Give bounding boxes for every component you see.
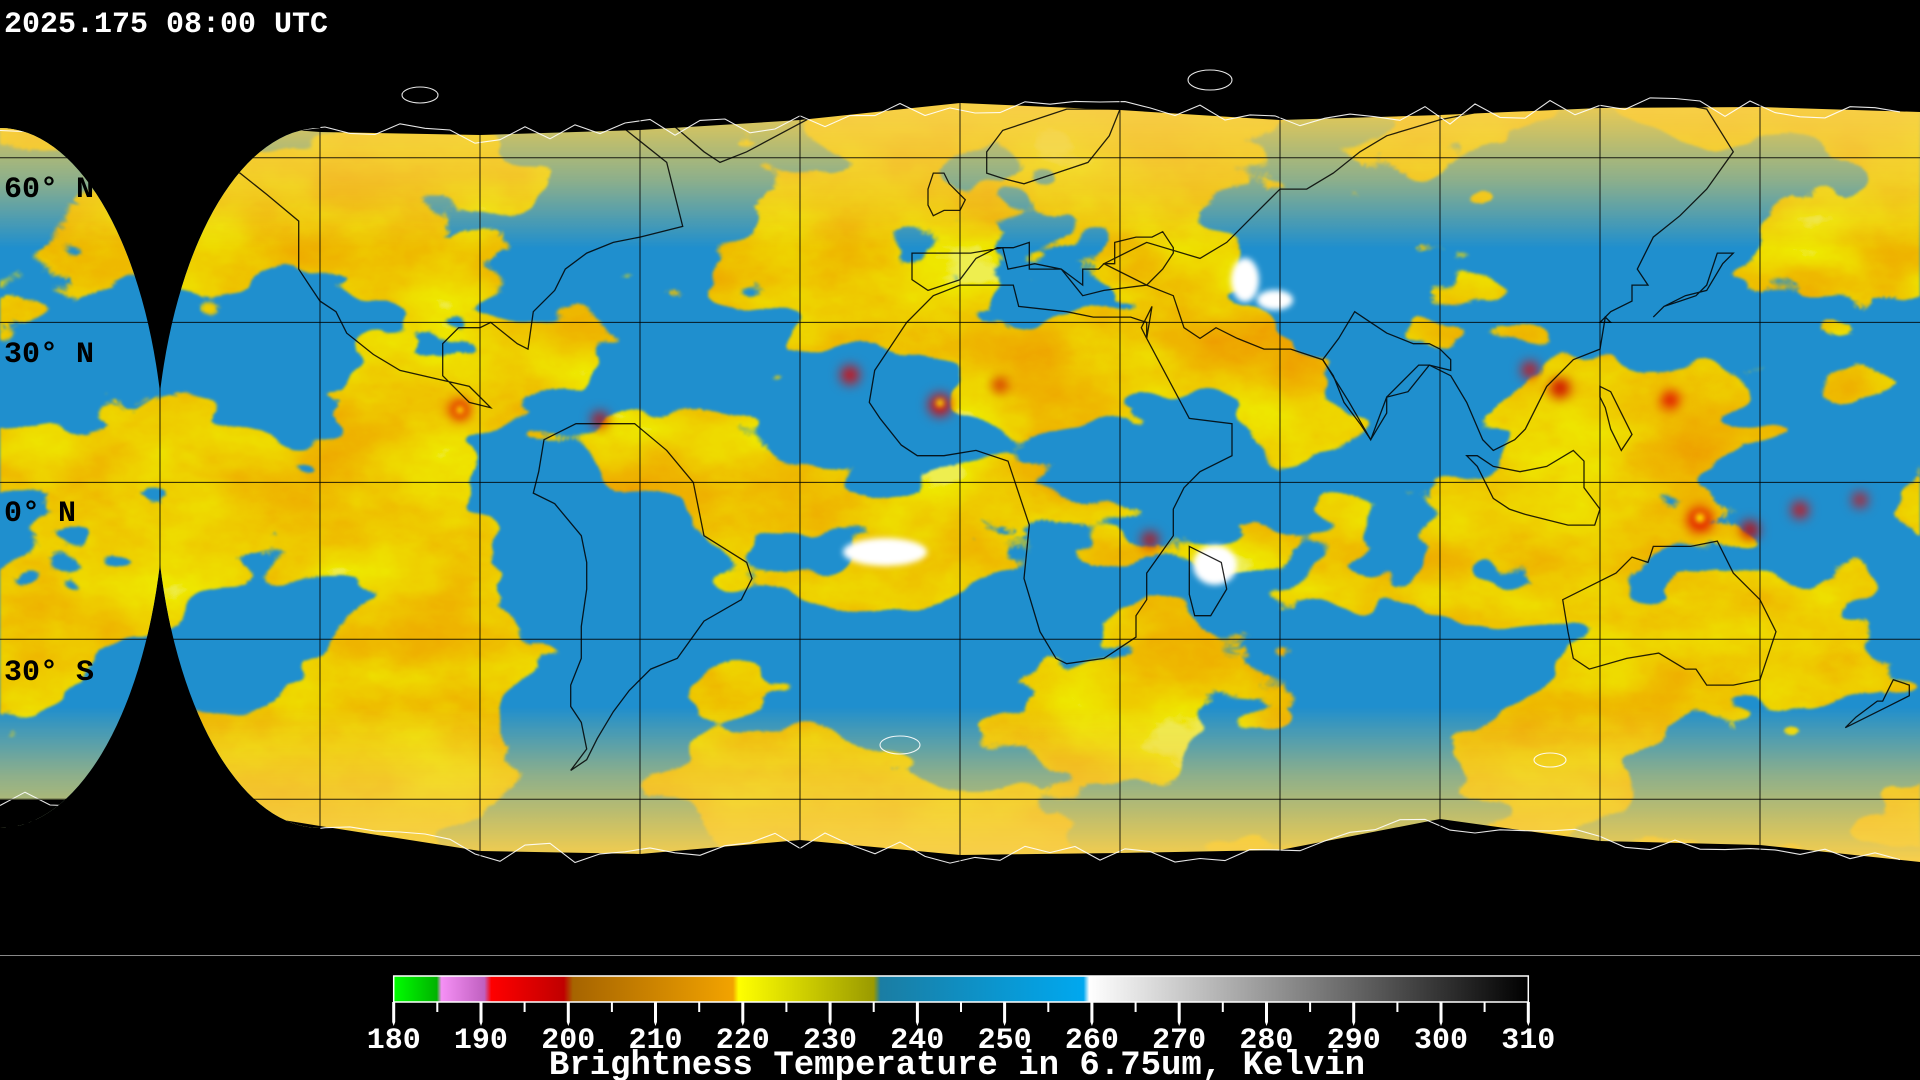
svg-text:300: 300 [1414,1024,1468,1058]
svg-text:Brightness Temperature in 6.75: Brightness Temperature in 6.75um, Kelvin [549,1047,1365,1080]
svg-text:30° N: 30° N [4,338,94,372]
svg-text:180: 180 [367,1024,421,1058]
svg-text:60° S: 60° S [4,814,94,848]
svg-text:30° S: 30° S [4,656,94,690]
svg-text:2025.175 08:00 UTC: 2025.175 08:00 UTC [4,8,328,42]
svg-text:0° N: 0° N [4,497,76,531]
svg-text:60° N: 60° N [4,173,94,207]
svg-text:190: 190 [454,1024,508,1058]
svg-text:310: 310 [1501,1024,1555,1058]
